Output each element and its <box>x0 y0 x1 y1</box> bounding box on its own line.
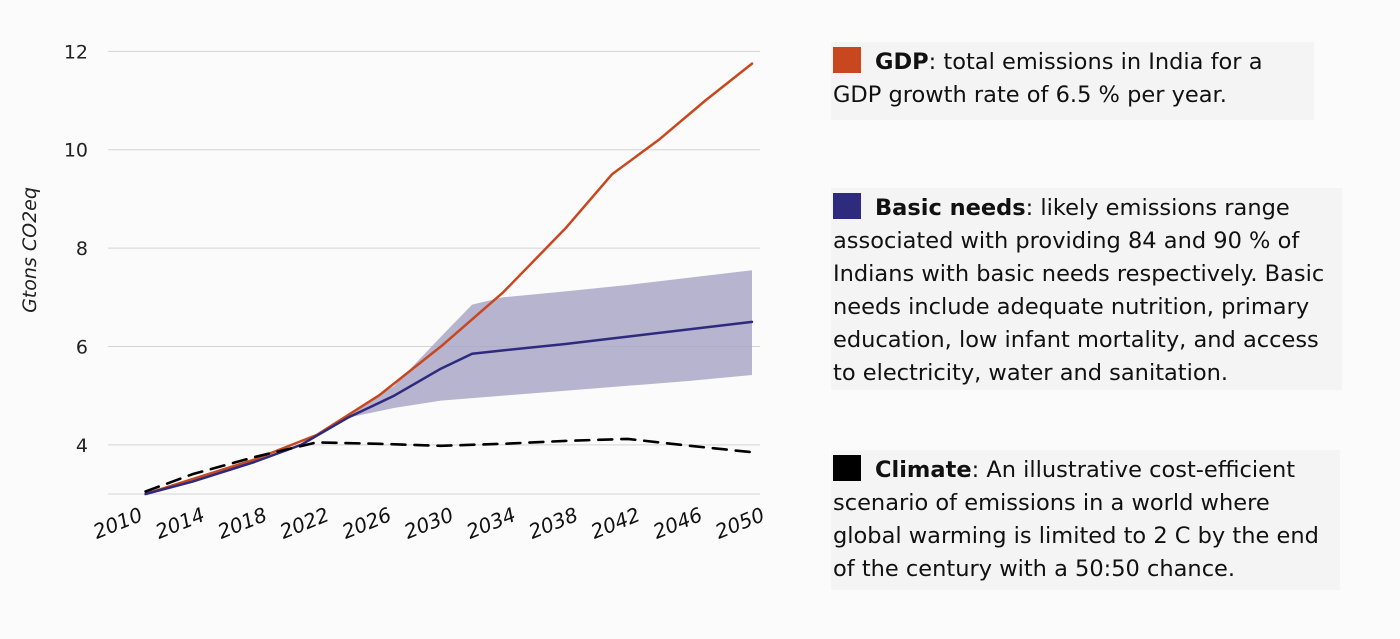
legend-swatch-gdp <box>833 47 861 73</box>
legend-entry-gdp: GDP: total emissions in India for a GDP … <box>831 42 1314 120</box>
basic-needs-range-band <box>347 270 752 418</box>
y-axis-label: Gtons CO2eq <box>19 187 41 313</box>
y-tick-label: 6 <box>76 336 88 358</box>
x-tick-label: 2042 <box>587 502 643 543</box>
series-line-climate <box>144 437 754 493</box>
x-tick-label: 2046 <box>649 502 705 543</box>
y-tick-label: 12 <box>64 41 88 63</box>
legend-name-basic-needs: Basic needs <box>875 195 1026 221</box>
x-tick-label: 2014 <box>152 502 208 543</box>
x-tick-label: 2034 <box>463 502 519 543</box>
legend-text-climate: : An illustrative cost-efficient scenari… <box>833 457 1319 582</box>
legend-name-gdp: GDP <box>875 49 929 75</box>
legend-text-gdp: : total emissions in India for a GDP gro… <box>833 49 1263 108</box>
y-tick-label: 8 <box>76 238 88 260</box>
legend-text-basic-needs: : likely emissions range associated with… <box>833 195 1325 386</box>
x-tick-label: 2030 <box>401 502 457 543</box>
emissions-chart: 4 6 8 10 12 Gtons CO2eq 2010 2014 2018 2022 2026 20… <box>19 41 768 543</box>
legend-entry-basic-needs: Basic needs: likely emissions range asso… <box>831 188 1342 390</box>
x-tick-label: 2018 <box>214 502 270 543</box>
series-line-gdp <box>144 62 754 496</box>
legend-name-climate: Climate <box>875 457 972 483</box>
legend-entry-climate: Climate: An illustrative cost-efficient … <box>831 450 1340 590</box>
legend-swatch-climate <box>833 455 861 481</box>
y-tick-label: 10 <box>64 140 88 162</box>
x-tick-label: 2022 <box>276 502 332 543</box>
x-tick-label: 2050 <box>712 502 768 543</box>
legend-swatch-basic-needs <box>833 193 861 219</box>
series-line-basic-needs <box>144 320 754 496</box>
x-tick-label: 2010 <box>90 502 146 543</box>
y-tick-label: 4 <box>76 435 88 457</box>
x-tick-label: 2026 <box>338 502 394 543</box>
x-tick-label: 2038 <box>525 502 581 543</box>
